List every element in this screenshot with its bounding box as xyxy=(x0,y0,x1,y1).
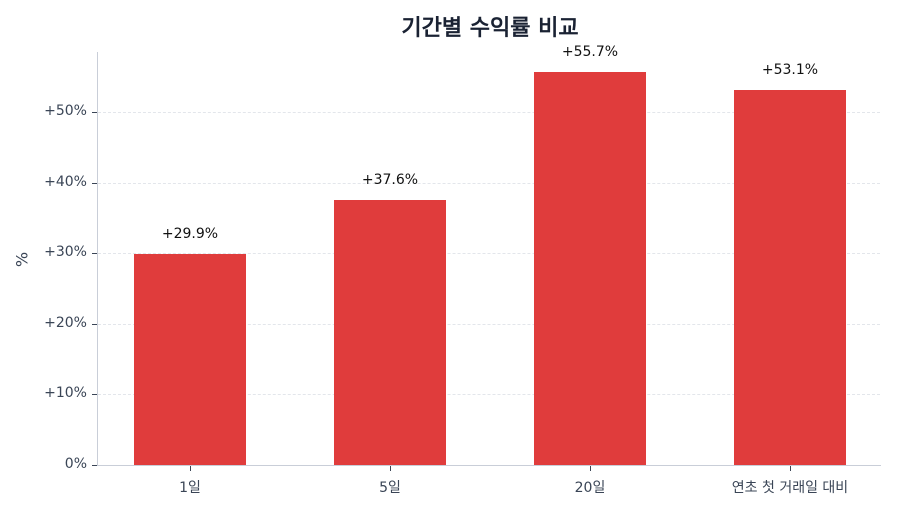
bar-value-label: +53.1% xyxy=(761,62,819,79)
chart-title: 기간별 수익률 비교 xyxy=(401,16,579,41)
y-tick-mark xyxy=(92,253,97,254)
y-axis-label: % xyxy=(12,251,32,268)
bar xyxy=(534,71,646,465)
y-tick-label: 0% xyxy=(64,456,87,472)
x-axis-line xyxy=(97,465,881,466)
gridline xyxy=(98,394,880,395)
y-tick-label: +10% xyxy=(44,385,87,401)
y-tick-mark xyxy=(92,465,97,466)
gridline xyxy=(98,112,880,113)
bar-value-label: +29.9% xyxy=(161,225,219,242)
y-tick-mark xyxy=(92,324,97,325)
y-tick-mark xyxy=(92,394,97,395)
x-tick-label: 연초 첫 거래일 대비 xyxy=(731,480,849,496)
y-tick-mark xyxy=(92,183,97,184)
y-axis-line xyxy=(97,52,98,466)
bar xyxy=(334,199,446,465)
bar xyxy=(134,253,246,465)
x-tick-mark xyxy=(190,466,191,471)
gridline xyxy=(98,324,880,325)
bar xyxy=(734,90,846,465)
y-tick-label: +20% xyxy=(44,315,87,331)
x-tick-label: 20일 xyxy=(574,480,606,496)
bar-value-label: +55.7% xyxy=(561,43,619,60)
gridline xyxy=(98,253,880,254)
x-tick-mark xyxy=(590,466,591,471)
gridline xyxy=(98,183,880,184)
x-tick-mark xyxy=(790,466,791,471)
x-tick-label: 1일 xyxy=(179,480,201,496)
x-tick-label: 5일 xyxy=(379,480,401,496)
y-tick-mark xyxy=(92,112,97,113)
y-tick-label: +40% xyxy=(44,174,87,190)
bar-value-label: +37.6% xyxy=(361,171,419,188)
y-tick-label: +30% xyxy=(44,244,87,260)
y-tick-label: +50% xyxy=(44,103,87,119)
x-tick-mark xyxy=(390,466,391,471)
